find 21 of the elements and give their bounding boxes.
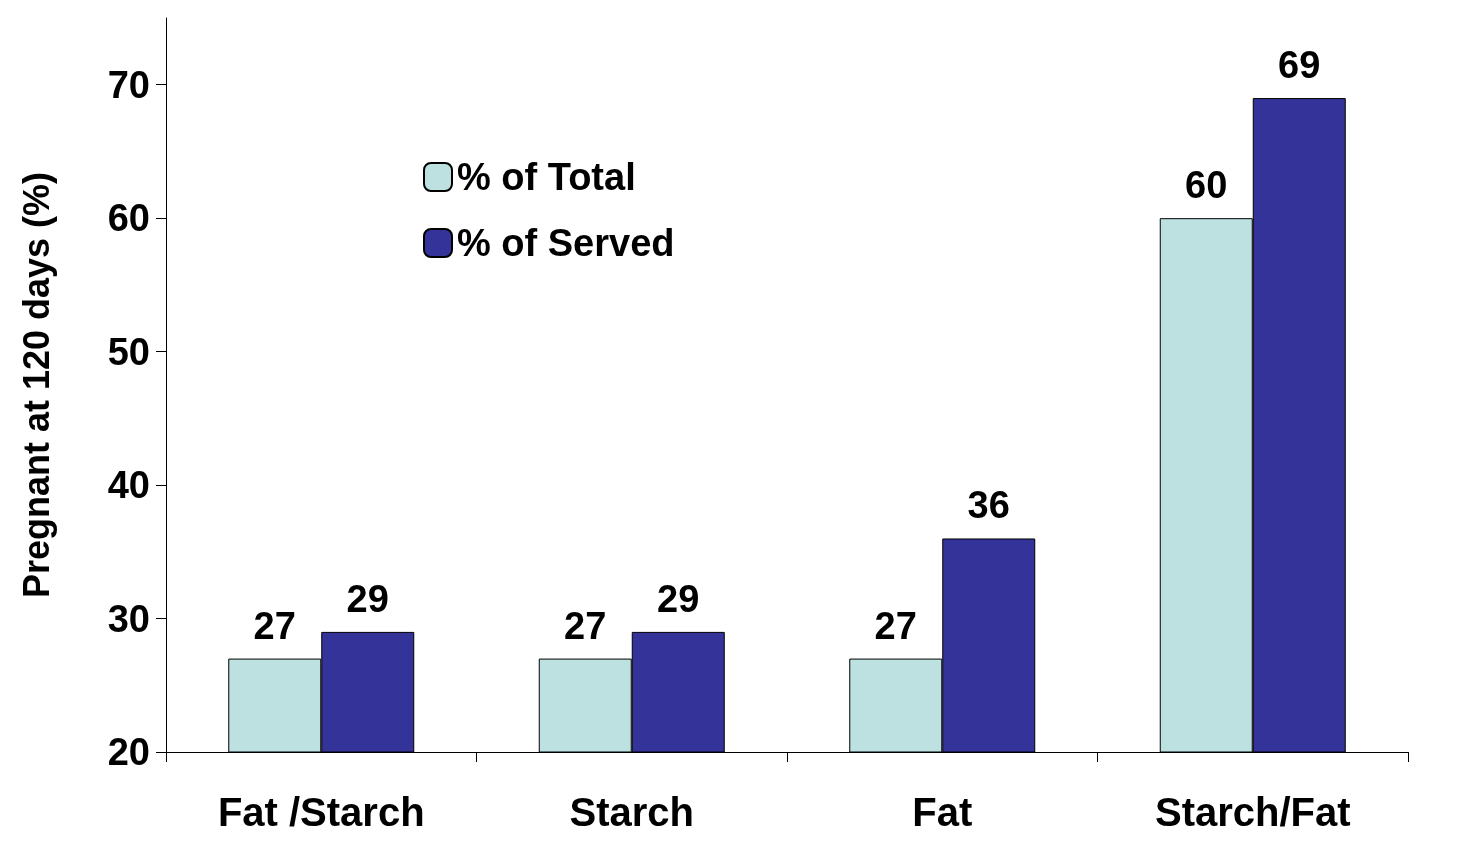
- y-tick-label: 30: [107, 597, 150, 640]
- data-label: 29: [346, 577, 389, 620]
- x-tick-label: Fat: [912, 790, 973, 834]
- y-tick-label: 70: [107, 63, 150, 106]
- data-label: 69: [1278, 44, 1321, 87]
- data-label: 27: [874, 604, 917, 647]
- data-label: 29: [657, 577, 700, 620]
- y-tick-label: 50: [107, 330, 150, 373]
- y-tick-label: 20: [107, 731, 150, 773]
- y-tick-label: 40: [107, 464, 150, 507]
- y-tick-label: 60: [107, 197, 150, 240]
- data-label: 60: [1185, 164, 1228, 207]
- x-tick-label: Fat /Starch: [217, 790, 425, 834]
- legend-label: % of Total: [457, 156, 636, 198]
- legend-label: % of Served: [457, 222, 675, 264]
- data-label: 27: [564, 604, 607, 647]
- x-tick-label: Starch: [569, 790, 694, 834]
- data-label: 27: [253, 604, 296, 647]
- data-label: 36: [967, 484, 1010, 527]
- y-axis-title: Pregnant at 120 days (%): [15, 171, 57, 599]
- x-tick-label: Starch/Fat: [1154, 790, 1351, 834]
